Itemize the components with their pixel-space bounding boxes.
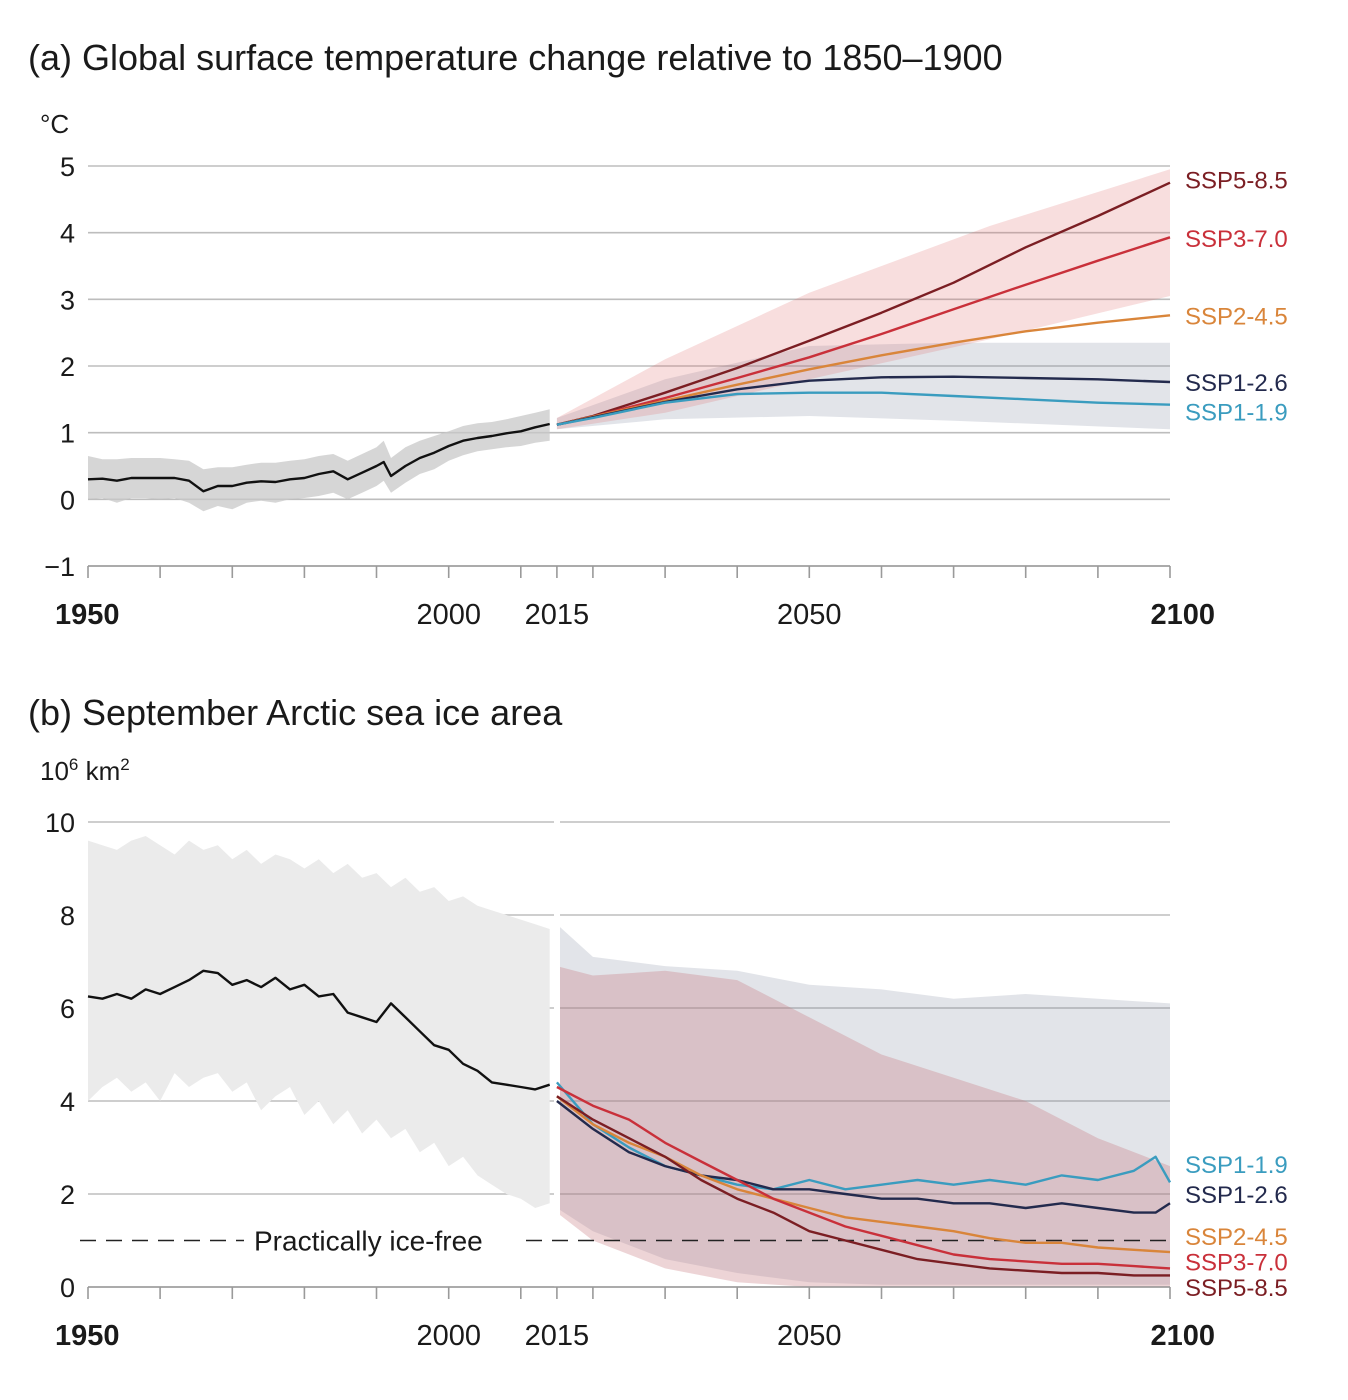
y-tick-label: 0 [60, 485, 75, 515]
panel-a-y-unit: °C [40, 109, 69, 139]
panel-a-x-axis [87, 565, 1171, 578]
series-label: SSP2-4.5 [1185, 1224, 1288, 1251]
x-tick-label: 2000 [416, 1320, 481, 1352]
y-unit-square: 2 [120, 755, 129, 774]
panel-b-title: (b) September Arctic sea ice area [28, 692, 563, 733]
panel-a-projection-ranges [556, 169, 1170, 430]
historical-line [87, 969, 551, 1091]
x-tick-label: 1950 [55, 1320, 120, 1352]
projection-range-band-0 [556, 924, 1170, 1285]
y-tick-label: 10 [45, 808, 75, 838]
series-line-ssp5-8-5 [556, 181, 1171, 426]
y-unit-km: km [78, 756, 120, 786]
series-label: SSP3-7.0 [1185, 226, 1288, 253]
panel-a-series-lines [87, 181, 1171, 493]
historical-range-band [88, 836, 550, 1208]
series-line-ssp3-7-0 [556, 236, 1171, 426]
y-tick-label: 0 [60, 1273, 75, 1303]
x-tick-label: 2050 [777, 599, 842, 631]
y-tick-label: 6 [60, 994, 75, 1024]
projection-range-band-1 [556, 169, 1170, 430]
panel-b-historical-range [88, 836, 550, 1208]
y-tick-label: 3 [60, 285, 75, 315]
series-label: SSP5-8.5 [1185, 1275, 1288, 1302]
historical-line [87, 422, 550, 493]
y-tick-label: 5 [60, 152, 75, 182]
y-tick-label: 2 [60, 1180, 75, 1210]
projection-range-band-0 [556, 342, 1170, 430]
y-tick-label: 1 [60, 419, 75, 449]
panel-b-y-tick-labels: 10 8 6 4 2 0 [45, 808, 75, 1303]
series-label: SSP5-8.5 [1185, 167, 1288, 194]
panel-b-sea-ice: (b) September Arctic sea ice area 106 km… [28, 692, 1288, 1352]
threshold-label: Practically ice-free [254, 1226, 483, 1257]
series-line-ssp5-8-5 [556, 1095, 1170, 1277]
series-label: SSP1-1.9 [1185, 1152, 1288, 1179]
panel-b-y-unit: 106 km2 [40, 755, 130, 786]
panel-b-series-lines [87, 969, 1172, 1277]
series-label: SSP2-4.5 [1185, 303, 1288, 330]
historical-range-band [88, 409, 550, 512]
panel-a-y-tick-labels: 5 4 3 2 1 0 −1 [44, 152, 75, 582]
panel-a-historical-range [88, 409, 550, 512]
y-unit-base: 10 [40, 756, 69, 786]
x-tick-label: 2050 [777, 1320, 842, 1352]
x-tick-label: 2100 [1150, 1320, 1215, 1352]
x-tick-label: 2000 [416, 599, 481, 631]
panel-b-projection-ranges [554, 802, 1170, 1287]
series-label: SSP1-1.9 [1185, 399, 1288, 426]
series-label: SSP1-2.6 [1185, 1182, 1288, 1209]
panel-b-x-tick-labels: 1950 2000 2015 2050 2100 [55, 1320, 1215, 1352]
y-tick-label: 4 [60, 1087, 75, 1117]
panel-b-x-axis [87, 1286, 1171, 1299]
x-tick-label: 1950 [55, 599, 120, 631]
series-line-ssp1-2-6 [556, 1100, 1171, 1214]
panel-a-temperature: (a) Global surface temperature change re… [28, 37, 1288, 631]
x-tick-label: 2015 [525, 1320, 590, 1352]
panel-b-ice-free-threshold: Practically ice-free [80, 1226, 1170, 1257]
y-tick-label: 2 [60, 352, 75, 382]
series-line-ssp1-1-9 [556, 391, 1171, 426]
series-label: SSP1-2.6 [1185, 370, 1288, 397]
panel-a-title: (a) Global surface temperature change re… [28, 37, 1003, 78]
y-tick-label: −1 [44, 552, 75, 582]
y-tick-label: 8 [60, 901, 75, 931]
panel-a-x-tick-labels: 1950 2000 2015 2050 2100 [55, 599, 1215, 631]
series-line-ssp3-7-0 [556, 1085, 1171, 1270]
y-tick-label: 4 [60, 219, 75, 249]
x-tick-label: 2100 [1150, 599, 1215, 631]
y-unit-exponent: 6 [69, 755, 78, 774]
historical-projection-gap [554, 802, 560, 1287]
series-label: SSP3-7.0 [1185, 1249, 1288, 1276]
x-tick-label: 2015 [525, 599, 590, 631]
